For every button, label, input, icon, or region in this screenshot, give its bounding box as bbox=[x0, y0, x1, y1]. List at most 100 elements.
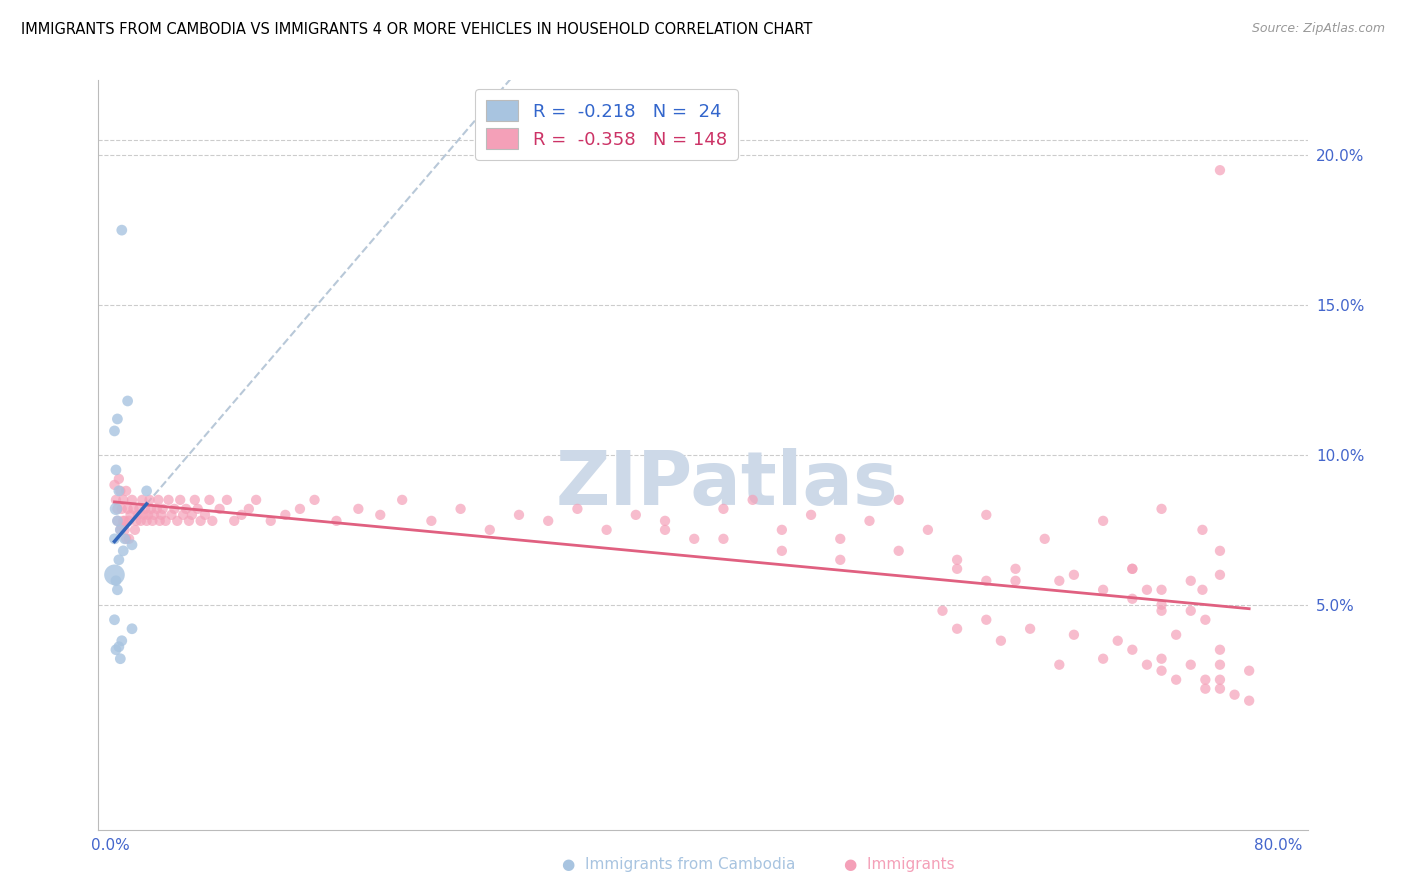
Point bbox=[103, 478, 125, 492]
Point bbox=[184, 492, 207, 507]
Point bbox=[830, 553, 852, 567]
Point bbox=[132, 508, 155, 522]
Point bbox=[1136, 657, 1159, 672]
Point bbox=[150, 508, 173, 522]
Point bbox=[129, 514, 152, 528]
Point bbox=[1180, 657, 1202, 672]
Point bbox=[238, 501, 260, 516]
Point bbox=[187, 501, 209, 516]
Point bbox=[274, 508, 297, 522]
Point bbox=[1166, 628, 1188, 642]
Point bbox=[163, 501, 186, 516]
Point bbox=[887, 492, 910, 507]
Point bbox=[1180, 574, 1202, 588]
Point bbox=[110, 523, 132, 537]
Point bbox=[131, 492, 153, 507]
Point bbox=[741, 492, 763, 507]
Point bbox=[194, 508, 217, 522]
Point bbox=[1063, 628, 1085, 642]
Point bbox=[624, 508, 647, 522]
Point bbox=[160, 508, 183, 522]
Point bbox=[1237, 664, 1260, 678]
Point bbox=[177, 514, 200, 528]
Point bbox=[713, 532, 735, 546]
Point bbox=[1209, 544, 1232, 558]
Point bbox=[128, 501, 150, 516]
Point bbox=[127, 508, 149, 522]
Point bbox=[1063, 567, 1085, 582]
Point bbox=[103, 532, 125, 546]
Point bbox=[118, 532, 141, 546]
Point bbox=[1150, 664, 1173, 678]
Point bbox=[1150, 598, 1173, 612]
Point bbox=[1092, 582, 1115, 597]
Point bbox=[146, 501, 169, 516]
Point bbox=[1209, 642, 1232, 657]
Point bbox=[111, 501, 134, 516]
Point bbox=[990, 633, 1012, 648]
Point bbox=[121, 492, 143, 507]
Point bbox=[683, 532, 706, 546]
Point bbox=[115, 483, 138, 498]
Point bbox=[946, 553, 969, 567]
Point bbox=[198, 492, 221, 507]
Point bbox=[1136, 582, 1159, 597]
Point bbox=[1150, 651, 1173, 665]
Point bbox=[180, 508, 202, 522]
Point bbox=[245, 492, 267, 507]
Point bbox=[135, 483, 157, 498]
Point bbox=[1191, 523, 1213, 537]
Point bbox=[946, 622, 969, 636]
Point bbox=[288, 501, 311, 516]
Point bbox=[111, 223, 134, 237]
Text: ZIPatlas: ZIPatlas bbox=[555, 449, 898, 522]
Point bbox=[1121, 562, 1143, 576]
Point bbox=[104, 642, 127, 657]
Point bbox=[112, 492, 135, 507]
Point bbox=[117, 501, 139, 516]
Point bbox=[125, 514, 148, 528]
Point bbox=[391, 492, 413, 507]
Point bbox=[172, 508, 194, 522]
Point bbox=[135, 514, 157, 528]
Point bbox=[1223, 688, 1246, 702]
Point bbox=[260, 514, 283, 528]
Point bbox=[1180, 604, 1202, 618]
Point bbox=[112, 514, 135, 528]
Point bbox=[152, 501, 174, 516]
Point bbox=[1150, 604, 1173, 618]
Point bbox=[108, 483, 131, 498]
Point bbox=[190, 514, 212, 528]
Point bbox=[1194, 613, 1216, 627]
Point bbox=[134, 501, 156, 516]
Point bbox=[858, 514, 880, 528]
Point bbox=[115, 532, 138, 546]
Point bbox=[108, 640, 131, 654]
Point bbox=[974, 574, 997, 588]
Text: IMMIGRANTS FROM CAMBODIA VS IMMIGRANTS 4 OR MORE VEHICLES IN HOUSEHOLD CORRELATI: IMMIGRANTS FROM CAMBODIA VS IMMIGRANTS 4… bbox=[21, 22, 813, 37]
Point bbox=[141, 514, 163, 528]
Point bbox=[1209, 163, 1232, 178]
Point bbox=[1194, 681, 1216, 696]
Point bbox=[946, 562, 969, 576]
Point bbox=[208, 501, 231, 516]
Legend: R =  -0.218   N =  24, R =  -0.358   N = 148: R = -0.218 N = 24, R = -0.358 N = 148 bbox=[475, 89, 738, 160]
Point bbox=[107, 501, 129, 516]
Point bbox=[1107, 633, 1129, 648]
Point bbox=[174, 501, 197, 516]
Point bbox=[830, 532, 852, 546]
Point bbox=[713, 501, 735, 516]
Point bbox=[1047, 657, 1070, 672]
Point bbox=[110, 651, 132, 665]
Point bbox=[111, 520, 134, 534]
Point bbox=[157, 492, 180, 507]
Point bbox=[478, 523, 501, 537]
Point bbox=[420, 514, 443, 528]
Point bbox=[347, 501, 370, 516]
Point bbox=[124, 523, 146, 537]
Point bbox=[114, 514, 136, 528]
Point bbox=[155, 514, 177, 528]
Point bbox=[1191, 582, 1213, 597]
Point bbox=[107, 514, 129, 528]
Point bbox=[107, 514, 129, 528]
